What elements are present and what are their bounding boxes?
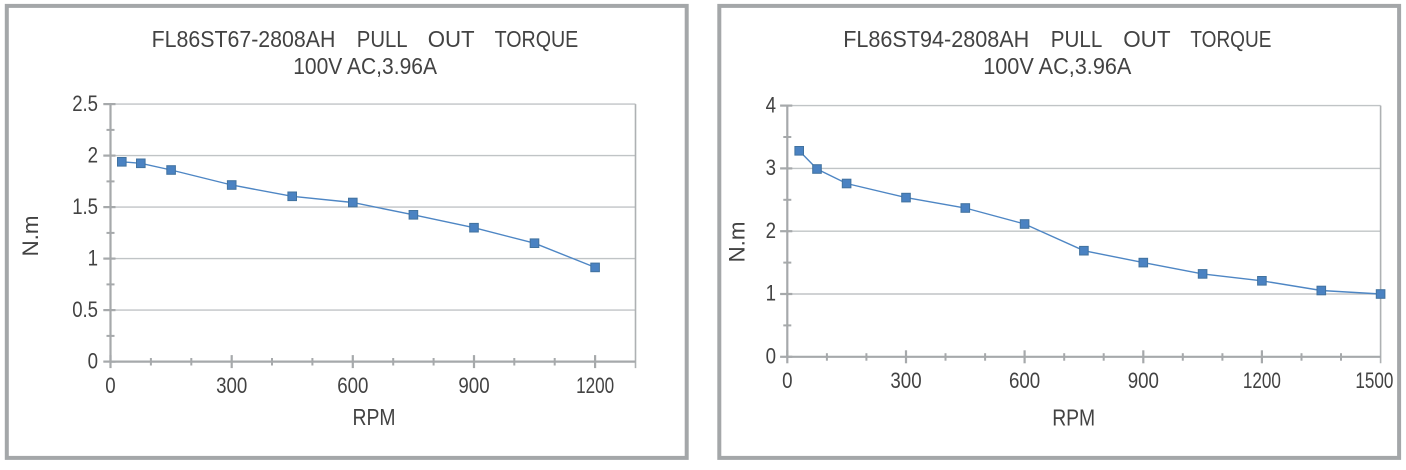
svg-text:3: 3 <box>766 155 776 180</box>
svg-text:OUT: OUT <box>1123 26 1170 52</box>
svg-text:1.5: 1.5 <box>72 194 98 219</box>
svg-text:RPM: RPM <box>1052 404 1095 430</box>
svg-text:300: 300 <box>216 373 247 398</box>
svg-text:1: 1 <box>766 281 776 306</box>
svg-text:2: 2 <box>88 143 98 168</box>
svg-text:900: 900 <box>1128 368 1159 393</box>
svg-text:2.5: 2.5 <box>72 91 98 116</box>
svg-text:0: 0 <box>88 349 98 374</box>
svg-text:1200: 1200 <box>576 373 614 398</box>
svg-text:TORQUE: TORQUE <box>1190 26 1271 52</box>
svg-text:1500: 1500 <box>1355 368 1393 393</box>
svg-text:1200: 1200 <box>1243 368 1281 393</box>
svg-text:1: 1 <box>88 246 98 271</box>
svg-text:4: 4 <box>766 92 776 117</box>
svg-text:900: 900 <box>458 373 489 398</box>
svg-text:FL86ST94-2808AH: FL86ST94-2808AH <box>843 26 1029 52</box>
svg-text:600: 600 <box>1009 368 1040 393</box>
svg-text:RPM: RPM <box>353 404 396 430</box>
svg-text:PULL: PULL <box>357 26 408 52</box>
svg-text:0: 0 <box>782 368 792 393</box>
svg-text:N.m: N.m <box>724 222 749 263</box>
svg-text:N.m: N.m <box>18 216 43 257</box>
svg-text:PULL: PULL <box>1051 26 1103 52</box>
svg-text:600: 600 <box>337 373 368 398</box>
svg-text:FL86ST67-2808AH: FL86ST67-2808AH <box>152 26 336 52</box>
svg-text:300: 300 <box>890 368 921 393</box>
svg-text:0: 0 <box>766 344 776 369</box>
svg-text:100V AC,3.96A: 100V AC,3.96A <box>293 53 437 79</box>
svg-text:100V AC,3.96A: 100V AC,3.96A <box>983 53 1132 79</box>
svg-text:TORQUE: TORQUE <box>495 26 579 52</box>
svg-text:OUT: OUT <box>428 26 475 52</box>
svg-text:0.5: 0.5 <box>72 297 98 322</box>
svg-text:0: 0 <box>105 373 115 398</box>
svg-text:2: 2 <box>766 218 776 243</box>
